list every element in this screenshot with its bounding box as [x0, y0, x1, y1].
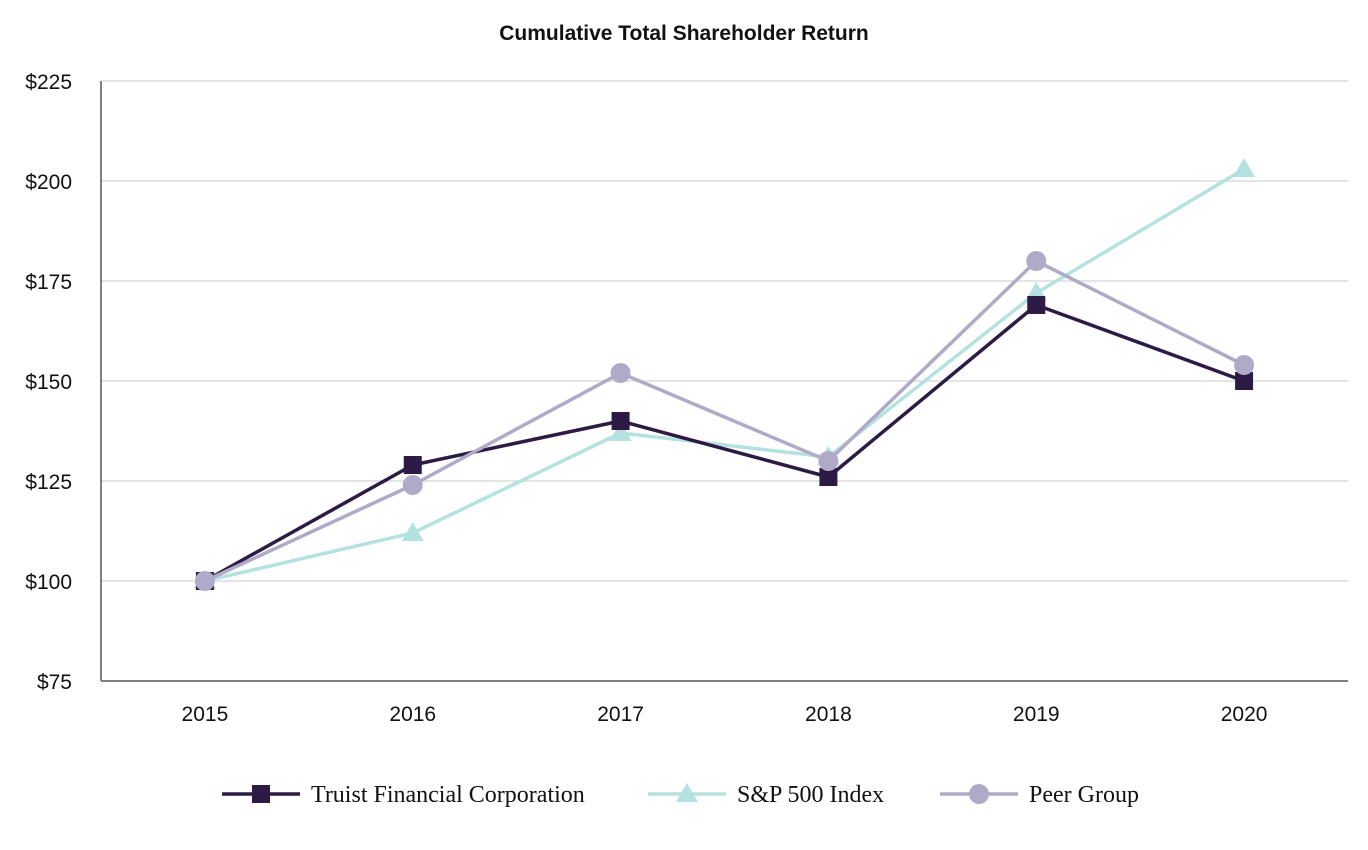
data-point-peer-group: [818, 451, 839, 471]
legend-marker-circle: [969, 784, 989, 804]
x-tick-label: 2016: [389, 703, 436, 726]
data-point-s-p-500-index: [609, 422, 632, 441]
data-point-truist-financial-corporation: [1235, 372, 1254, 390]
series-line-truist-financial-corporation: [204, 303, 1245, 583]
data-point-peer-group: [194, 571, 215, 591]
grid-lines: [101, 80, 1348, 582]
legend-marker-square: [252, 785, 270, 803]
legend-label: S&P 500 Index: [737, 782, 884, 808]
data-point-peer-group: [1234, 355, 1255, 375]
legend-item-truist-financial-corporation: Truist Financial Corporation: [222, 782, 585, 808]
y-tick-label: $150: [25, 371, 72, 394]
data-point-truist-financial-corporation: [611, 412, 630, 430]
data-point-truist-financial-corporation: [1027, 296, 1046, 314]
y-tick-label: $75: [37, 671, 72, 694]
series-peer-group: [194, 251, 1255, 591]
legend: Truist Financial Corporation S&P 500 Inde…: [222, 782, 1139, 808]
legend-marker-triangle: [676, 783, 698, 802]
axes: [100, 81, 1348, 682]
data-point-truist-financial-corporation: [819, 468, 838, 486]
y-tick-label: $125: [25, 471, 72, 494]
x-axis-ticks: 2015 2016 2017 2018 2019 2020: [182, 703, 1268, 726]
y-tick-label: $175: [25, 271, 72, 294]
data-point-peer-group: [1026, 251, 1047, 271]
chart-title: Cumulative Total Shareholder Return: [499, 22, 869, 45]
y-tick-label: $225: [25, 71, 72, 94]
data-point-s-p-500-index: [401, 522, 424, 541]
x-tick-label: 2020: [1221, 703, 1268, 726]
data-point-truist-financial-corporation: [403, 456, 422, 474]
y-tick-label: $100: [25, 571, 72, 594]
series-group: [193, 158, 1256, 591]
series-line-s-p-500-index: [204, 167, 1245, 583]
data-point-peer-group: [610, 363, 631, 383]
series-line-peer-group: [204, 259, 1245, 583]
legend-item-s-p-500-index: S&P 500 Index: [648, 782, 884, 808]
x-tick-label: 2015: [182, 703, 229, 726]
legend-label: Truist Financial Corporation: [311, 782, 585, 808]
x-tick-label: 2017: [597, 703, 644, 726]
y-axis-ticks: $75 $100 $125 $150 $175 $200 $225: [25, 71, 72, 694]
x-tick-label: 2019: [1013, 703, 1060, 726]
data-point-s-p-500-index: [1233, 158, 1256, 177]
y-tick-label: $200: [25, 171, 72, 194]
legend-item-peer-group: Peer Group: [940, 782, 1139, 808]
series-s-p-500-index: [193, 158, 1256, 589]
x-tick-label: 2018: [805, 703, 852, 726]
data-point-peer-group: [402, 475, 423, 495]
legend-label: Peer Group: [1029, 782, 1139, 808]
